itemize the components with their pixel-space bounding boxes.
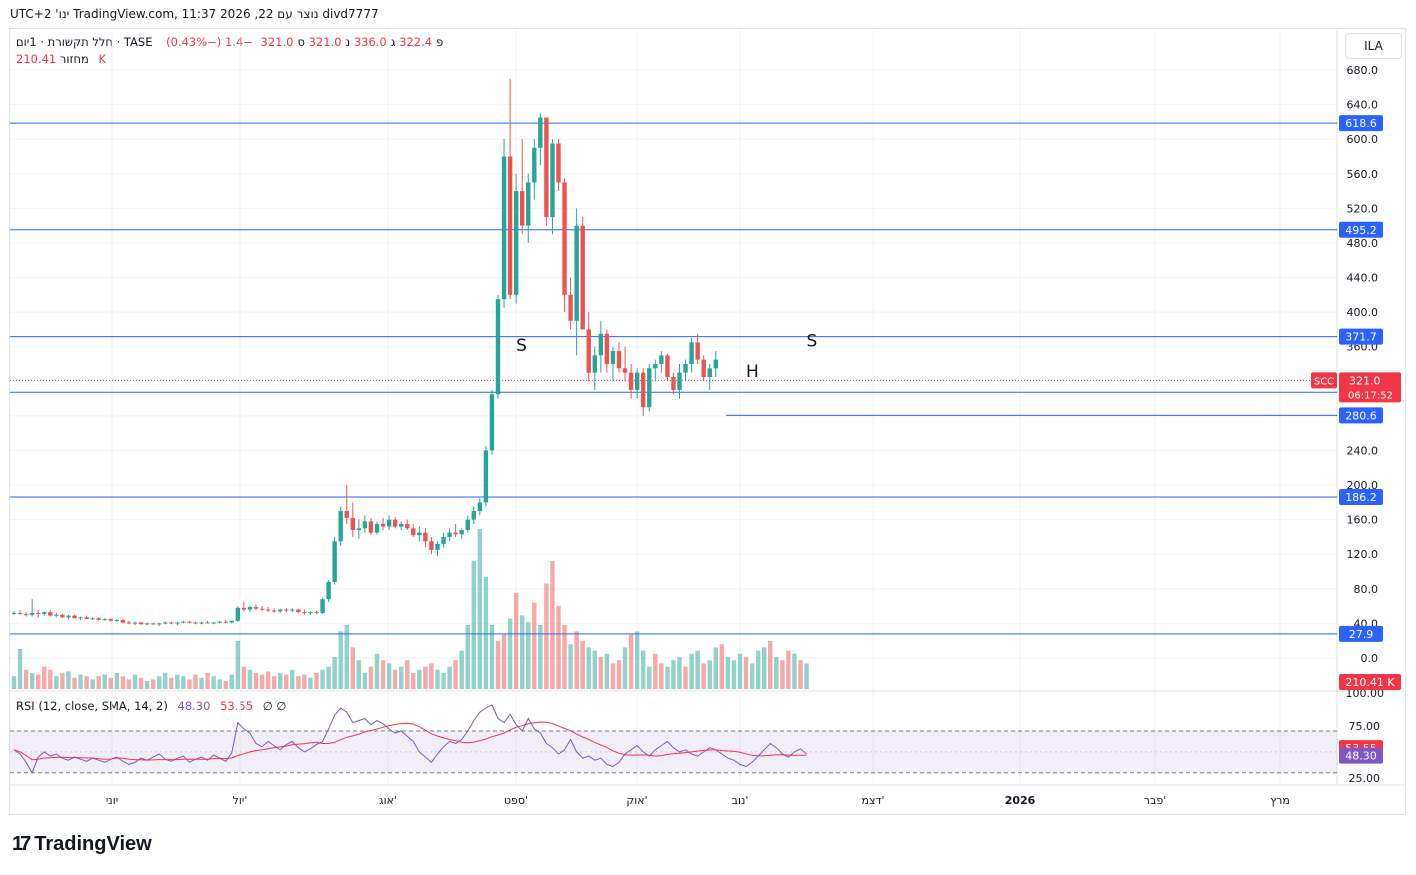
high-label: ג	[390, 35, 396, 49]
rsi-legend: RSI (12, close, SMA, 14, 2) 48.30 53.55 …	[16, 699, 286, 713]
tradingview-logo-icon: 17	[12, 833, 31, 855]
logo-text: TradingView	[34, 833, 152, 855]
high-value: 336.0	[353, 35, 387, 49]
close-value: 321.0	[260, 35, 294, 49]
volume-label[interactable]: מחזור	[59, 52, 89, 66]
rsi-value: 48.30	[177, 699, 211, 713]
low-label: נ	[345, 35, 351, 49]
tradingview-logo: 17 TradingView	[12, 833, 152, 856]
symbol-label[interactable]: חלל תקשורת · 1יום · TASE	[16, 35, 153, 49]
open-label: פ	[436, 35, 444, 49]
volume-legend: מחזור 210.41 K	[16, 52, 106, 66]
rsi-extra-value: ∅ ∅	[262, 699, 287, 713]
chart-frame	[9, 28, 1406, 815]
low-value: 321.0	[308, 35, 342, 49]
rsi-ma-value: 53.55	[220, 699, 254, 713]
close-label: ס	[297, 35, 305, 49]
ohlc-legend: חלל תקשורת · 1יום · TASE פ322.4 ג336.0 נ…	[16, 35, 443, 49]
currency-button[interactable]: ILA	[1345, 33, 1402, 59]
watermark-header: divd7777 נוצר עם TradingView.com, 11:37 …	[10, 7, 379, 21]
rsi-label[interactable]: RSI (12, close, SMA, 14, 2)	[16, 699, 168, 713]
change-value: −1.4 (−0.43%)	[166, 35, 253, 49]
open-value: 322.4	[399, 35, 433, 49]
volume-value: 210.41 K	[16, 52, 107, 66]
